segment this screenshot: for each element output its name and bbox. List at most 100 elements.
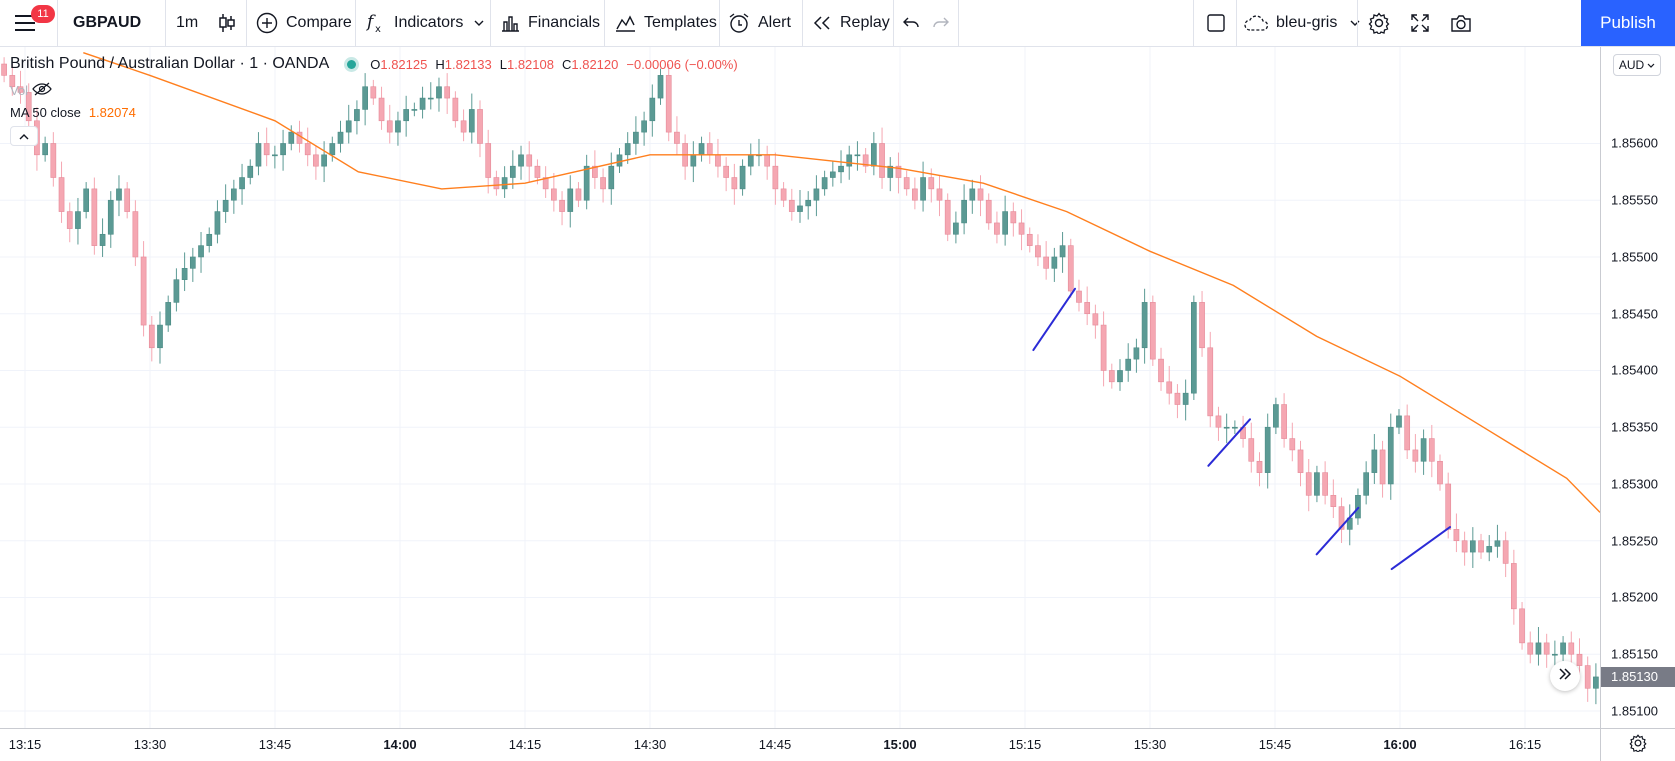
scroll-to-realtime-button[interactable] xyxy=(1550,661,1580,691)
price-tick-label: 1.85500 xyxy=(1611,249,1658,265)
candle-body xyxy=(600,177,606,190)
candle-body xyxy=(321,154,327,167)
candle-body xyxy=(132,211,139,258)
candle-body xyxy=(116,188,122,201)
candle-body xyxy=(206,233,213,246)
candle-body xyxy=(427,97,434,100)
layout-select-button[interactable] xyxy=(1206,0,1226,46)
currency-button[interactable]: AUD xyxy=(1613,54,1661,76)
indicators-dropdown-button[interactable] xyxy=(473,0,485,46)
candle-body xyxy=(345,120,352,133)
candle-body xyxy=(944,199,951,235)
candle-body xyxy=(354,109,360,122)
candle-body xyxy=(411,109,418,111)
candle-body xyxy=(526,154,533,167)
settings-button[interactable] xyxy=(1368,0,1390,46)
candle-body xyxy=(91,188,98,246)
legend-collapse-button[interactable] xyxy=(10,126,38,146)
templates-button[interactable]: Templates xyxy=(614,0,717,46)
ma-label[interactable]: MA 50 close xyxy=(10,105,81,120)
time-tick-label: 13:15 xyxy=(8,737,42,752)
candle-body xyxy=(616,154,623,167)
alert-button[interactable]: Alert xyxy=(728,0,791,46)
candle-body xyxy=(936,188,943,201)
candle-body xyxy=(1396,415,1402,428)
axis-settings-button[interactable] xyxy=(1600,728,1675,761)
candle-body xyxy=(821,177,828,190)
chart-type-button[interactable] xyxy=(218,0,236,46)
chevron-down-icon xyxy=(1647,58,1655,72)
candle-body xyxy=(1125,358,1132,371)
candle-body xyxy=(1404,415,1411,451)
candle-body xyxy=(928,177,935,190)
symbol-title[interactable]: British Pound / Australian Dollar · 1 · … xyxy=(10,55,330,72)
candle-body xyxy=(1199,302,1205,349)
currency-label: AUD xyxy=(1618,58,1645,72)
time-tick-label: 14:15 xyxy=(508,737,542,752)
candle-body xyxy=(1420,438,1427,462)
candle-body xyxy=(280,143,286,156)
candle-body xyxy=(386,120,393,133)
redo-button[interactable] xyxy=(932,0,950,46)
candle-body xyxy=(690,154,697,167)
candle-body xyxy=(953,222,959,235)
candle-body xyxy=(1363,472,1369,496)
candle-body xyxy=(419,97,426,110)
candle-body xyxy=(107,199,114,235)
svg-text:f: f xyxy=(366,12,376,32)
hidden-eye-icon[interactable] xyxy=(32,82,52,99)
volume-label[interactable]: Vol xyxy=(10,82,29,98)
market-status-dot[interactable] xyxy=(347,59,357,69)
candle-body xyxy=(493,177,500,190)
candle-body xyxy=(1166,381,1173,394)
candle-body xyxy=(395,120,401,133)
time-axis[interactable]: 13:15 13:30 13:45 14:00 14:15 14:30 14:45 15:00… xyxy=(0,728,1600,761)
bar-chart-icon xyxy=(500,13,520,33)
candle-body xyxy=(181,268,188,280)
candle-body xyxy=(649,97,656,122)
candle-body xyxy=(912,188,918,201)
indicators-label: Indicators xyxy=(394,14,464,31)
candle-body xyxy=(854,154,861,157)
price-axis[interactable]: AUD 1.85600 1.85550 1.85500 1.85450 1.85400 1… xyxy=(1600,47,1675,728)
candle-body xyxy=(75,211,81,229)
candle-body xyxy=(1371,449,1378,473)
interval-button[interactable]: 1m xyxy=(176,0,198,46)
candle-body xyxy=(1511,563,1517,610)
candle-body xyxy=(124,188,131,212)
financials-button[interactable]: Financials xyxy=(500,0,600,46)
candle-body xyxy=(1076,290,1082,303)
candle-body xyxy=(1330,495,1337,507)
ma-50-line xyxy=(83,52,1601,513)
fullscreen-button[interactable] xyxy=(1410,0,1430,46)
symbol-search-button[interactable]: GBPAUD xyxy=(73,14,142,31)
candle-body xyxy=(263,143,270,156)
candle-body xyxy=(1191,302,1197,394)
compare-button[interactable]: Compare xyxy=(256,0,352,46)
price-tick-label: 1.85550 xyxy=(1611,192,1658,208)
candle-body xyxy=(1412,449,1419,462)
candle-body xyxy=(378,97,385,122)
candle-body xyxy=(1494,540,1501,547)
price-chart[interactable] xyxy=(0,47,1601,728)
candle-body xyxy=(1314,472,1320,496)
templates-icon xyxy=(614,13,636,33)
candle-body xyxy=(1576,653,1583,666)
snapshot-button[interactable] xyxy=(1450,0,1472,46)
saved-layout-button[interactable]: bleu-gris xyxy=(1244,0,1361,46)
candle-body xyxy=(633,131,639,144)
candle-body xyxy=(1149,302,1156,360)
publish-button[interactable]: Publish xyxy=(1581,0,1675,46)
candle-body xyxy=(501,177,508,190)
candle-body xyxy=(83,188,89,212)
candle-body xyxy=(1084,302,1091,315)
notification-badge: 11 xyxy=(31,5,55,23)
candle-body xyxy=(846,154,853,167)
price-tick-label: 1.85200 xyxy=(1611,589,1658,605)
chart-pane[interactable] xyxy=(0,47,1601,728)
undo-button[interactable] xyxy=(902,0,920,46)
candle-body xyxy=(1223,426,1230,429)
replay-button[interactable]: Replay xyxy=(812,0,890,46)
candle-body xyxy=(1387,426,1394,485)
